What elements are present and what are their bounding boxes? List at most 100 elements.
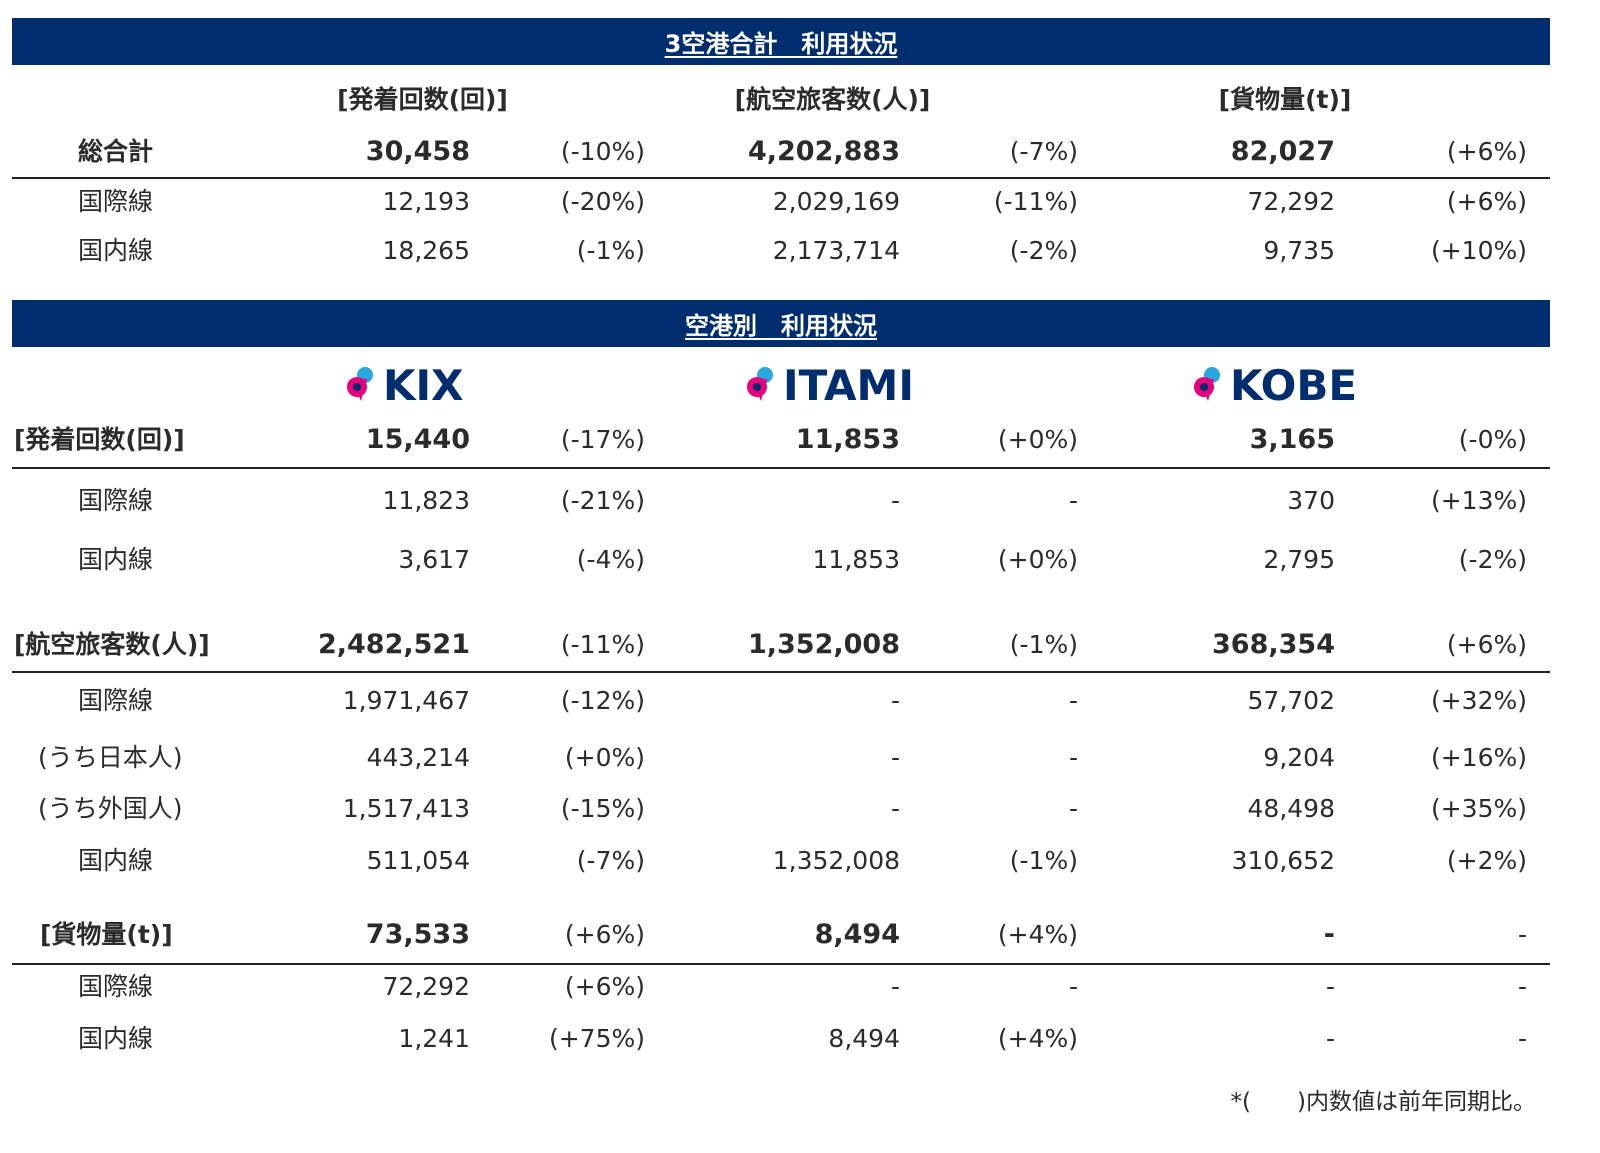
kix-change: (+6%) bbox=[564, 920, 645, 949]
kix-value: 1,517,413 bbox=[342, 794, 470, 823]
itami-value: 8,494 bbox=[814, 919, 900, 950]
kix-change: (-11%) bbox=[560, 630, 645, 659]
kobe-value: 370 bbox=[1287, 486, 1335, 515]
itami-change: (-1%) bbox=[1009, 846, 1078, 875]
kobe-change: (-0%) bbox=[1458, 425, 1527, 454]
kix-value: 511,054 bbox=[366, 846, 470, 875]
kobe-value: 368,354 bbox=[1212, 629, 1335, 660]
kobe-change: - bbox=[1517, 1024, 1527, 1053]
footnote: *( )内数値は前年同期比。 bbox=[1230, 1089, 1536, 1115]
kix-value: 73,533 bbox=[365, 919, 470, 950]
row-label: (うち日本人) bbox=[38, 743, 183, 772]
table-row: 国際線 11,823 (-21%) - - 370 (+13%) bbox=[0, 481, 1600, 521]
row-label: 国際線 bbox=[78, 972, 154, 1001]
table-row: 国際線 1,971,467 (-12%) - - 57,702 (+32%) bbox=[0, 681, 1600, 721]
kobe-change: (+6%) bbox=[1446, 630, 1527, 659]
cargo-change: (+6%) bbox=[1446, 137, 1527, 166]
itami-value: - bbox=[890, 486, 900, 515]
airports-banner-title: 空港別 利用状況 bbox=[685, 312, 877, 340]
kix-logo-text: KIX bbox=[383, 360, 464, 410]
row-label: 国際線 bbox=[78, 187, 154, 216]
divider bbox=[12, 467, 1550, 469]
kix-change: (-21%) bbox=[560, 486, 645, 515]
table-row: (うち日本人) 443,214 (+0%) - - 9,204 (+16%) bbox=[0, 738, 1600, 778]
kobe-value: 48,498 bbox=[1247, 794, 1335, 823]
kobe-change: (+2%) bbox=[1446, 846, 1527, 875]
passengers-value: 2,029,169 bbox=[772, 187, 900, 216]
kobe-value: - bbox=[1325, 972, 1335, 1001]
itami-logo: ITAMI bbox=[745, 360, 914, 410]
summary-total-row: 総合計 30,458 (-10%) 4,202,883 (-7%) 82,027… bbox=[0, 132, 1600, 172]
kobe-value: 2,795 bbox=[1263, 545, 1335, 574]
kobe-value: 3,165 bbox=[1249, 424, 1335, 455]
summary-banner: 3空港合計 利用状況 bbox=[12, 18, 1550, 65]
kobe-change: (+16%) bbox=[1430, 743, 1527, 772]
cargo-value: 72,292 bbox=[1247, 187, 1335, 216]
header-movements: [発着回数(回)] bbox=[337, 85, 508, 114]
cargo-head-row: [貨物量(t)] 73,533 (+6%) 8,494 (+4%) - - bbox=[0, 915, 1600, 955]
itami-change: (+0%) bbox=[997, 425, 1078, 454]
kix-change: (-15%) bbox=[560, 794, 645, 823]
kobe-change: (+32%) bbox=[1430, 686, 1527, 715]
movements-value: 30,458 bbox=[365, 136, 470, 167]
summary-banner-title: 3空港合計 利用状況 bbox=[664, 30, 898, 58]
row-label: 国内線 bbox=[78, 1024, 154, 1053]
itami-change: (+4%) bbox=[997, 920, 1078, 949]
table-row: 国内線 18,265 (-1%) 2,173,714 (-2%) 9,735 (… bbox=[0, 231, 1600, 271]
kix-logo: KIX bbox=[345, 360, 464, 410]
kix-logo-icon bbox=[347, 367, 373, 401]
kobe-value: 310,652 bbox=[1231, 846, 1335, 875]
passengers-change: (-11%) bbox=[993, 187, 1078, 216]
passengers-value: 2,173,714 bbox=[772, 236, 900, 265]
itami-change: (-1%) bbox=[1009, 630, 1078, 659]
divider bbox=[12, 177, 1550, 179]
kobe-logo-icon bbox=[1194, 367, 1220, 401]
passengers-value: 4,202,883 bbox=[747, 136, 900, 167]
itami-change: - bbox=[1068, 686, 1078, 715]
passengers-change: (-2%) bbox=[1009, 236, 1078, 265]
row-label: 総合計 bbox=[78, 137, 154, 166]
kobe-logo: KOBE bbox=[1192, 360, 1357, 410]
table-row: 国際線 12,193 (-20%) 2,029,169 (-11%) 72,29… bbox=[0, 182, 1600, 222]
movements-change: (-1%) bbox=[576, 236, 645, 265]
itami-logo-icon bbox=[747, 367, 773, 401]
divider bbox=[12, 671, 1550, 673]
itami-value: 8,494 bbox=[828, 1024, 900, 1053]
table-row: 国内線 3,617 (-4%) 11,853 (+0%) 2,795 (-2%) bbox=[0, 540, 1600, 580]
kix-change: (+75%) bbox=[548, 1024, 645, 1053]
row-label: 国内線 bbox=[78, 545, 154, 574]
kix-value: 2,482,521 bbox=[317, 629, 470, 660]
itami-change: - bbox=[1068, 486, 1078, 515]
table-row: (うち外国人) 1,517,413 (-15%) - - 48,498 (+35… bbox=[0, 789, 1600, 829]
divider bbox=[12, 963, 1550, 965]
row-label: [発着回数(回)] bbox=[14, 425, 185, 454]
cargo-change: (+10%) bbox=[1430, 236, 1527, 265]
movements-change: (-10%) bbox=[560, 137, 645, 166]
row-label: [航空旅客数(人)] bbox=[14, 630, 210, 659]
kix-value: 11,823 bbox=[382, 486, 470, 515]
kobe-change: (-2%) bbox=[1458, 545, 1527, 574]
itami-value: - bbox=[890, 686, 900, 715]
kobe-value: - bbox=[1325, 1024, 1335, 1053]
row-label: 国際線 bbox=[78, 486, 154, 515]
cargo-value: 9,735 bbox=[1263, 236, 1335, 265]
cargo-change: (+6%) bbox=[1446, 187, 1527, 216]
movements-value: 12,193 bbox=[382, 187, 470, 216]
itami-change: - bbox=[1068, 743, 1078, 772]
header-cargo: [貨物量(t)] bbox=[1218, 85, 1352, 114]
itami-change: - bbox=[1068, 972, 1078, 1001]
movements-change: (-20%) bbox=[560, 187, 645, 216]
row-label: 国内線 bbox=[78, 846, 154, 875]
itami-value: - bbox=[890, 743, 900, 772]
table-row: 国内線 511,054 (-7%) 1,352,008 (-1%) 310,65… bbox=[0, 841, 1600, 881]
row-label: 国際線 bbox=[78, 686, 154, 715]
itami-change: (+4%) bbox=[997, 1024, 1078, 1053]
itami-value: 1,352,008 bbox=[772, 846, 900, 875]
kobe-change: (+35%) bbox=[1430, 794, 1527, 823]
kobe-change: (+13%) bbox=[1430, 486, 1527, 515]
kix-change: (+6%) bbox=[564, 972, 645, 1001]
kobe-change: - bbox=[1517, 972, 1527, 1001]
kix-value: 1,971,467 bbox=[342, 686, 470, 715]
row-label: [貨物量(t)] bbox=[40, 920, 173, 949]
kix-value: 15,440 bbox=[365, 424, 470, 455]
